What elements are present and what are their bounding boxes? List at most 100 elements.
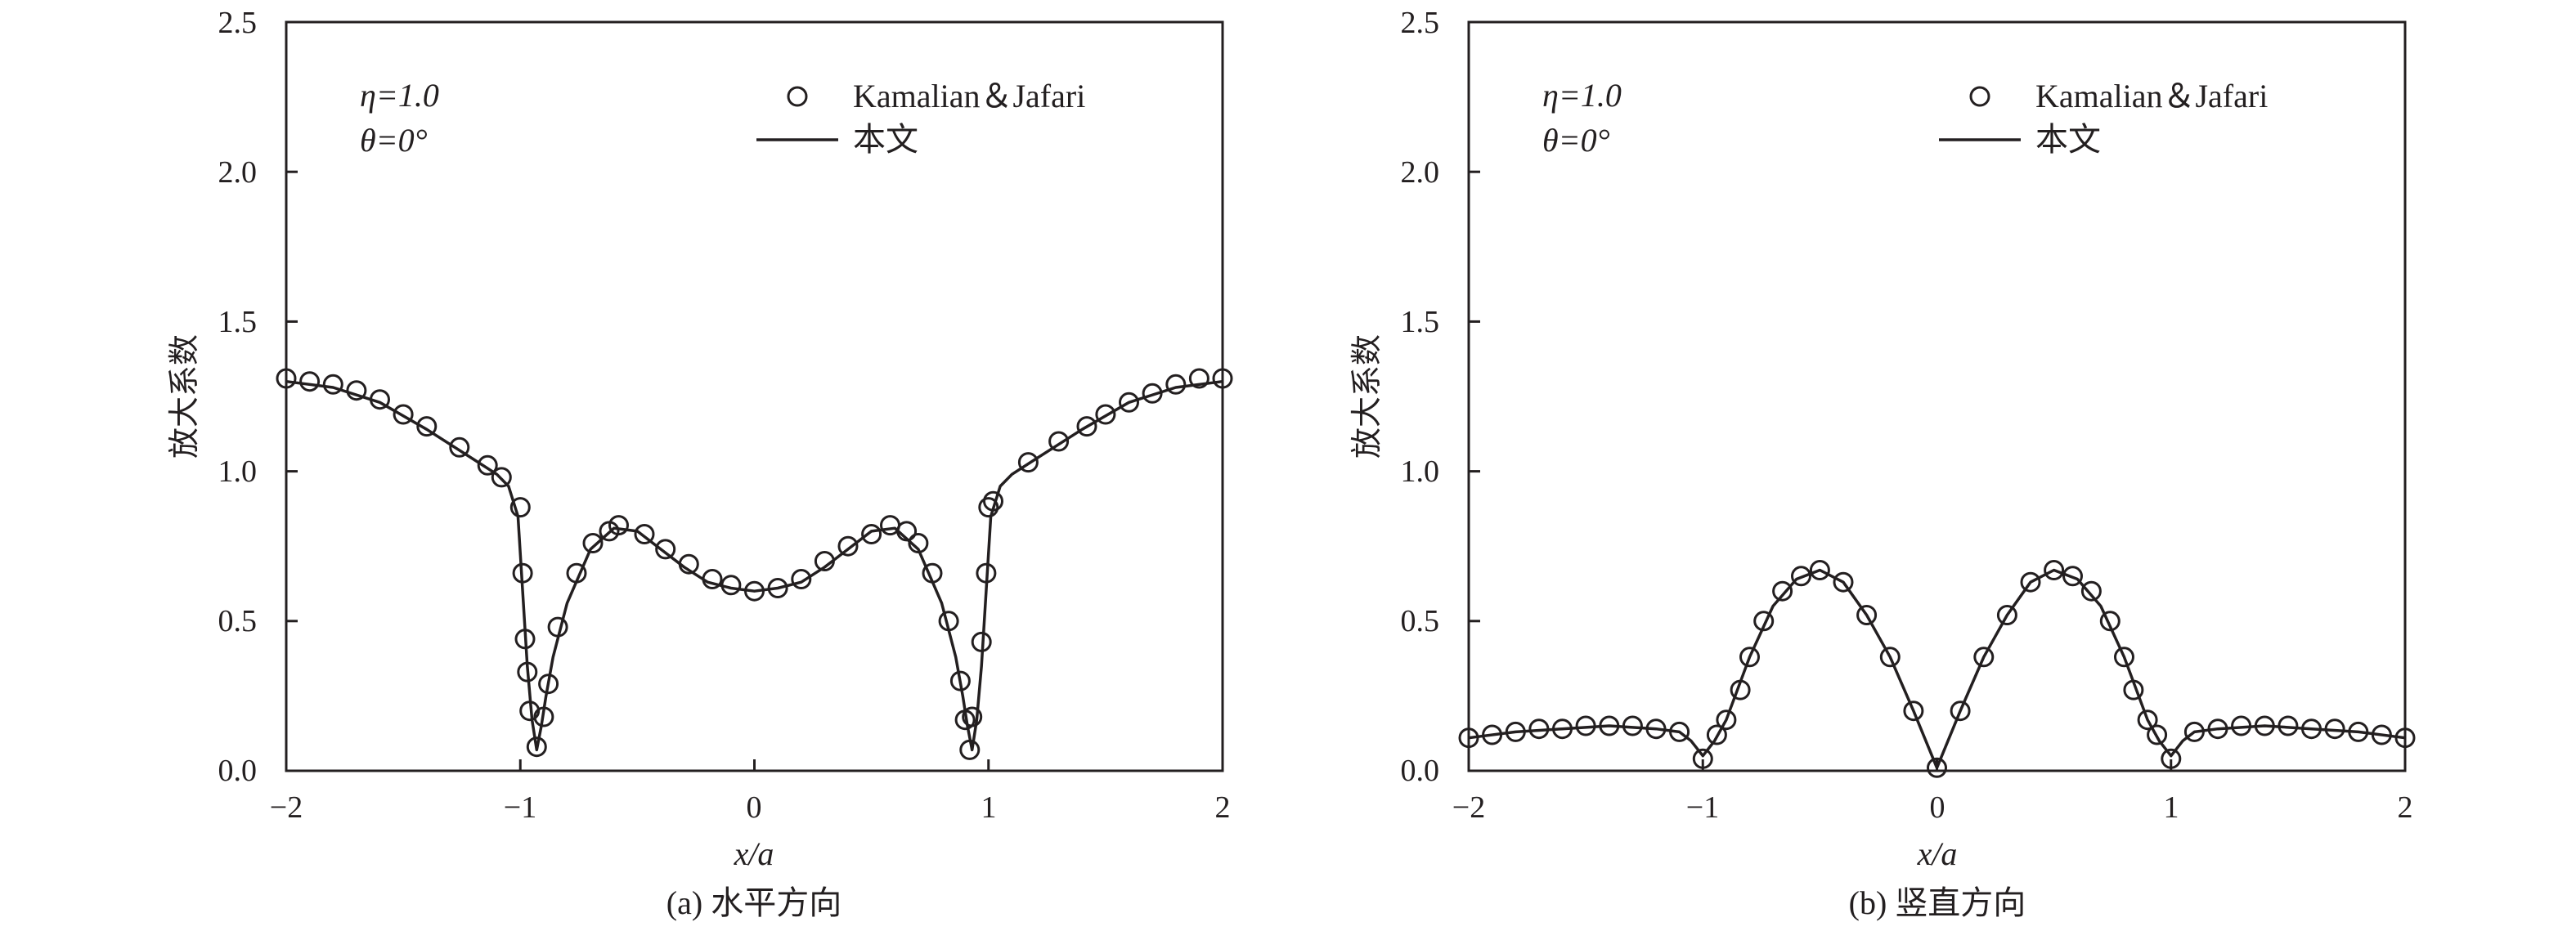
y-tick-label: 2.0 bbox=[218, 155, 258, 190]
data-point-marker bbox=[861, 524, 882, 544]
data-point-marker bbox=[1856, 605, 1878, 625]
data-point-marker bbox=[526, 736, 547, 758]
x-tick-label: −1 bbox=[1686, 790, 1719, 825]
x-tick-label: 2 bbox=[1215, 790, 1231, 825]
data-point-marker bbox=[814, 551, 835, 571]
x-tick-label: 1 bbox=[981, 790, 997, 825]
data-point-marker bbox=[1165, 374, 1187, 395]
data-point-marker bbox=[655, 539, 676, 560]
data-point-marker bbox=[1879, 647, 1901, 668]
data-point-marker bbox=[1017, 452, 1039, 473]
data-point-marker bbox=[2147, 724, 2168, 745]
data-point-marker bbox=[1791, 566, 1811, 587]
y-tick-label: 2.0 bbox=[1401, 155, 1440, 190]
data-point-marker bbox=[2114, 647, 2134, 668]
data-point-marker bbox=[322, 374, 343, 395]
panel-caption: (b) 竖直方向 bbox=[1849, 884, 2026, 921]
data-point-marker bbox=[971, 631, 992, 652]
data-point-marker bbox=[1730, 679, 1751, 700]
data-point-marker bbox=[1833, 571, 1854, 593]
data-point-marker bbox=[949, 670, 971, 692]
panel-caption: (a) 水平方向 bbox=[666, 884, 841, 921]
data-point-marker bbox=[393, 404, 414, 425]
y-tick-label: 0.5 bbox=[218, 604, 258, 638]
data-point-marker bbox=[1528, 718, 1550, 740]
data-point-marker bbox=[1669, 721, 1690, 742]
data-point-marker bbox=[1095, 404, 1116, 425]
data-point-marker bbox=[720, 575, 742, 596]
data-point-marker bbox=[512, 562, 533, 584]
data-point-marker bbox=[2231, 715, 2252, 736]
legend-label-series-1: Kamalian＆Jafari bbox=[2035, 78, 2268, 114]
data-point-marker bbox=[896, 521, 918, 542]
data-point-marker bbox=[477, 454, 498, 476]
data-point-marker bbox=[1188, 368, 1209, 389]
x-tick-label: −2 bbox=[270, 790, 303, 825]
data-point-marker bbox=[1482, 724, 1503, 745]
data-point-marker bbox=[791, 569, 812, 589]
data-point-marker bbox=[2099, 611, 2120, 632]
data-point-marker bbox=[1458, 727, 1479, 749]
data-point-marker bbox=[2254, 715, 2275, 736]
data-point-marker bbox=[538, 674, 559, 695]
data-point-marker bbox=[634, 524, 655, 544]
x-axis-label: x/a bbox=[1917, 835, 1958, 872]
data-point-marker bbox=[983, 490, 1003, 512]
data-point-marker bbox=[276, 368, 297, 389]
data-point-marker bbox=[2324, 718, 2345, 740]
y-tick-label: 0.0 bbox=[218, 754, 258, 788]
data-point-marker bbox=[922, 562, 943, 584]
data-point-marker bbox=[1575, 715, 1596, 736]
data-point-marker bbox=[1076, 416, 1097, 437]
data-point-marker bbox=[566, 562, 587, 584]
data-point-marker bbox=[938, 611, 959, 632]
data-point-marker bbox=[1212, 368, 1233, 389]
eta-annotation: η=1.0 bbox=[1542, 77, 1622, 114]
data-point-marker bbox=[1927, 757, 1947, 778]
data-point-marker bbox=[2080, 580, 2102, 602]
data-point-marker bbox=[678, 553, 699, 575]
data-point-marker bbox=[1119, 392, 1139, 413]
data-point-marker bbox=[582, 533, 604, 553]
x-tick-label: −1 bbox=[504, 790, 536, 825]
series-line-bengwen bbox=[1468, 568, 2406, 770]
data-point-marker bbox=[608, 515, 629, 536]
legend: Kamalian＆Jafari 本文 bbox=[756, 78, 1085, 158]
data-point-marker bbox=[1903, 700, 1924, 722]
data-point-marker bbox=[837, 535, 859, 557]
x-tick-label: 1 bbox=[2164, 790, 2179, 825]
data-point-marker bbox=[517, 661, 538, 683]
data-point-marker bbox=[1950, 700, 1971, 722]
data-point-marker bbox=[1996, 605, 2017, 625]
data-point-marker bbox=[744, 580, 765, 602]
data-point-marker bbox=[449, 436, 470, 458]
data-point-marker bbox=[1142, 383, 1163, 404]
data-point-marker bbox=[1505, 721, 1526, 742]
theta-annotation: θ=0° bbox=[360, 122, 428, 159]
data-point-marker bbox=[2301, 718, 2322, 740]
plot-area bbox=[1458, 560, 2416, 778]
chart-panel-a: 0.0 0.5 1.0 1.5 2.0 2.5 −2 −1 0 1 2 x/a … bbox=[166, 6, 1233, 921]
data-point-marker bbox=[416, 416, 438, 437]
data-point-marker bbox=[2137, 709, 2158, 731]
data-point-marker bbox=[702, 569, 723, 589]
legend-marker-circle bbox=[1969, 86, 1990, 107]
chart-panel-b: 0.0 0.5 1.0 1.5 2.0 2.5 −2 −1 0 1 2 x/a … bbox=[1349, 6, 2416, 921]
data-point-marker bbox=[1772, 580, 1793, 602]
x-tick-label: 0 bbox=[1930, 790, 1945, 825]
x-tick-label: 2 bbox=[2398, 790, 2413, 825]
legend-label-series-2: 本文 bbox=[2035, 121, 2101, 158]
data-point-marker bbox=[2044, 560, 2065, 580]
y-tick-label: 1.0 bbox=[218, 454, 258, 489]
data-point-marker bbox=[2062, 566, 2083, 587]
data-point-marker bbox=[491, 467, 512, 488]
data-point-marker bbox=[1692, 748, 1713, 769]
x-tick-label: −2 bbox=[1452, 790, 1485, 825]
data-point-marker bbox=[1552, 718, 1573, 740]
data-point-marker bbox=[2394, 727, 2416, 749]
x-axis-label: x/a bbox=[734, 835, 774, 872]
y-axis-label: 放大系数 bbox=[166, 334, 202, 459]
data-point-marker bbox=[533, 706, 554, 727]
data-point-marker bbox=[1809, 560, 1830, 580]
